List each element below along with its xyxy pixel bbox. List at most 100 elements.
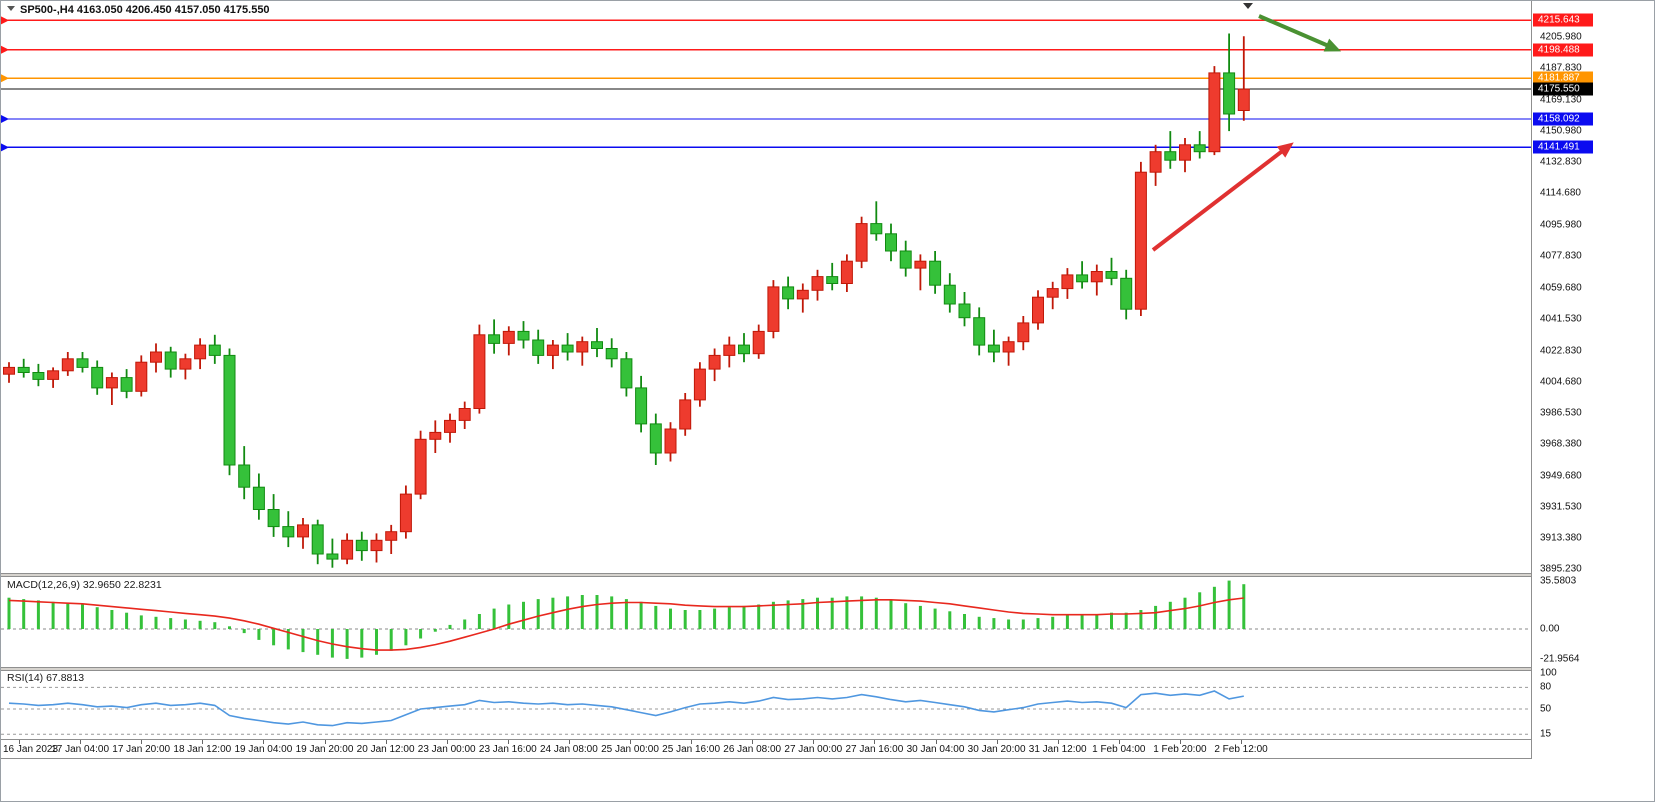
time-axis-label: 23 Jan 00:00 — [417, 744, 476, 755]
time-axis-label: 17 Jan 04:00 — [51, 744, 110, 755]
candle — [782, 276, 795, 310]
candle — [208, 334, 221, 364]
time-axis-label: 2 Feb 12:00 — [1214, 744, 1268, 755]
candle — [576, 336, 589, 366]
candle — [664, 422, 677, 462]
time-axis-border — [1, 739, 1654, 740]
candle — [1223, 33, 1236, 132]
price-tick-label: 4187.830 — [1540, 62, 1582, 74]
time-axis-label: 27 Jan 16:00 — [845, 744, 904, 755]
candle — [899, 240, 912, 277]
candle — [958, 292, 971, 327]
price-tick-label: 4114.680 — [1540, 187, 1581, 199]
candlestick-chart-canvas[interactable] — [1, 1, 1531, 573]
candle — [1179, 138, 1191, 173]
macd-signal-line — [8, 597, 1244, 651]
candle — [561, 333, 574, 361]
time-tick-mark — [874, 740, 876, 744]
time-axis-label: 18 Jan 12:00 — [173, 744, 232, 755]
time-tick-mark — [80, 740, 82, 744]
price-tick-label: 4095.980 — [1540, 219, 1582, 231]
up-trend-arrow[interactable] — [1151, 142, 1294, 252]
candle — [546, 340, 559, 370]
candle — [1061, 268, 1074, 299]
panel-separator[interactable] — [1, 573, 1654, 577]
candle — [649, 413, 662, 465]
price-tick-label: 4205.980 — [1540, 31, 1582, 43]
candle — [61, 352, 74, 376]
level-left-marker-icon — [1, 16, 9, 25]
down-projection-arrow[interactable] — [1258, 14, 1342, 52]
time-tick-mark — [813, 740, 815, 744]
time-axis-label: 25 Jan 00:00 — [601, 744, 659, 755]
candle — [120, 369, 133, 399]
rsi-panel-canvas[interactable] — [1, 671, 1531, 739]
price-tick-label: 3949.680 — [1540, 470, 1582, 482]
level-left-marker-icon — [1, 143, 9, 152]
time-tick-mark — [446, 740, 448, 744]
candle — [1149, 144, 1162, 186]
macd-axis-label: -21.9564 — [1540, 653, 1580, 665]
candle — [502, 326, 515, 356]
candle — [1002, 336, 1015, 366]
time-axis-label: 25 Jan 16:00 — [662, 744, 721, 755]
candle — [1105, 257, 1118, 286]
candle — [679, 393, 692, 436]
candle — [76, 352, 89, 373]
time-tick-mark — [1241, 740, 1242, 744]
price-tick-label: 3895.230 — [1540, 563, 1582, 575]
rsi-axis-label: 50 — [1540, 703, 1552, 715]
candle — [341, 533, 354, 565]
candle — [164, 346, 177, 378]
rsi-axis-label: 80 — [1540, 681, 1552, 693]
candle — [708, 348, 721, 382]
candle — [914, 254, 927, 291]
time-axis-label: 31 Jan 12:00 — [1028, 744, 1087, 755]
candle — [223, 348, 236, 476]
time-axis-label: 23 Jan 16:00 — [478, 744, 537, 755]
time-tick-mark — [691, 740, 693, 744]
time-axis-label: 30 Jan 20:00 — [967, 744, 1026, 755]
candle — [32, 363, 45, 387]
macd-panel-canvas[interactable] — [1, 577, 1531, 667]
level-price-badge: 4158.092 — [1533, 112, 1593, 126]
price-tick-label: 4132.830 — [1540, 156, 1582, 168]
time-tick-mark — [507, 740, 509, 744]
level-left-marker-icon — [1, 115, 9, 123]
candle — [943, 273, 956, 313]
time-axis-label: 1 Feb 04:00 — [1092, 744, 1146, 755]
candle — [532, 329, 545, 364]
candle — [1208, 66, 1221, 156]
level-left-marker-icon — [1, 45, 9, 54]
candle — [429, 420, 442, 453]
time-axis-label: 19 Jan 04:00 — [234, 744, 293, 755]
current-price-badge: 4175.550 — [1533, 82, 1593, 96]
candle — [1193, 131, 1206, 159]
macd-indicator-label: MACD(12,26,9) 32.9650 22.8231 — [7, 579, 162, 591]
time-axis-label: 27 Jan 00:00 — [784, 744, 843, 755]
panel-separator[interactable] — [1, 667, 1654, 671]
price-tick-label: 3913.380 — [1540, 532, 1582, 544]
level-price-badge: 4181.887 — [1533, 71, 1593, 85]
candle — [1046, 281, 1059, 310]
candle — [723, 336, 736, 368]
symbol-ohlc-label: SP500-,H4 4163.050 4206.450 4157.050 417… — [7, 4, 270, 16]
price-tick-label: 4169.130 — [1540, 94, 1582, 106]
candle — [370, 533, 383, 563]
candle — [1032, 290, 1044, 330]
candle — [47, 367, 60, 388]
time-axis[interactable]: 16 Jan 2023 17 Jan 04:00 17 Jan 20:00 18 Ja… — [1, 740, 1654, 758]
candle — [767, 280, 780, 339]
candle — [796, 283, 809, 313]
price-tick-label: 4004.680 — [1540, 376, 1582, 388]
candle — [855, 216, 868, 269]
candle — [929, 251, 942, 294]
candle — [473, 324, 486, 414]
price-axis[interactable]: 4205.980 4187.830 4169.130 4150.980 4132.830… — [1531, 1, 1654, 759]
one-click-trading-icon[interactable] — [7, 6, 15, 11]
chart-shift-marker-icon[interactable] — [1243, 3, 1253, 9]
time-tick-mark — [1179, 740, 1181, 744]
candle — [311, 519, 324, 565]
price-tick-label: 3986.530 — [1540, 407, 1582, 419]
